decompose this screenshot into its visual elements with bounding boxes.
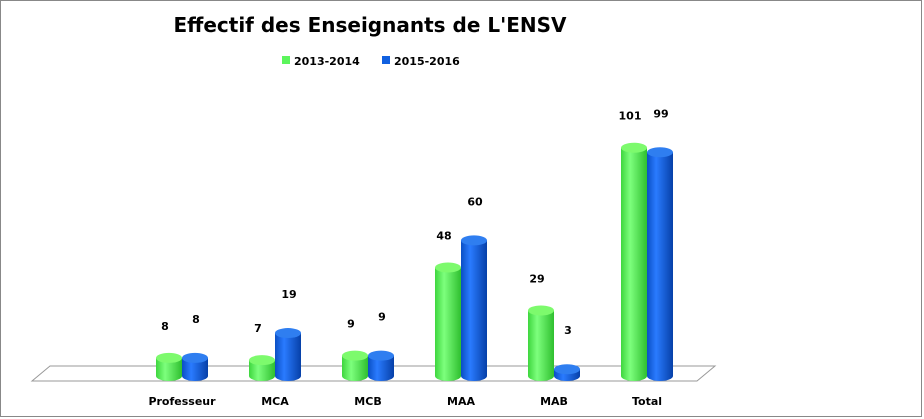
- bar-2015-2016-Total: [647, 147, 673, 381]
- x-tick-label: MCB: [354, 395, 381, 408]
- x-tick-label: MAA: [447, 395, 475, 408]
- data-label: 48: [436, 230, 451, 243]
- data-label: 29: [529, 272, 544, 285]
- bar-2013-2014-MAB: [528, 305, 554, 381]
- data-label: 3: [564, 324, 572, 337]
- legend: 2013-2014 2015-2016: [282, 55, 460, 68]
- data-label: 8: [192, 313, 200, 326]
- data-label: 8: [161, 320, 169, 333]
- legend-label-2015-2016: 2015-2016: [394, 55, 460, 68]
- legend-swatch-2015-2016: [382, 56, 390, 64]
- bar-2015-2016-MAB: [554, 364, 580, 381]
- data-label: 19: [281, 288, 296, 301]
- bar-2013-2014-MCA: [249, 355, 275, 381]
- data-label: 9: [378, 311, 386, 324]
- bar-2013-2014-Total: [621, 142, 647, 381]
- x-tick-label: Total: [632, 395, 662, 408]
- x-tick-label: Professeur: [148, 395, 216, 408]
- legend-label-2013-2014: 2013-2014: [294, 55, 360, 68]
- data-label: 101: [619, 110, 642, 123]
- bar-2015-2016-Professeur: [182, 352, 208, 381]
- data-label: 7: [254, 322, 262, 335]
- legend-swatch-2013-2014: [282, 56, 290, 64]
- data-label: 9: [347, 318, 355, 331]
- bar-2013-2014-MAA: [435, 262, 461, 381]
- bar-2015-2016-MCB: [368, 350, 394, 381]
- bar-2013-2014-Professeur: [156, 352, 182, 381]
- x-tick-label: MAB: [540, 395, 568, 408]
- chart-title: Effectif des Enseignants de L'ENSV: [173, 13, 567, 37]
- bar-2015-2016-MCA: [275, 328, 301, 381]
- data-label: 99: [653, 107, 668, 120]
- bar-2015-2016-MAA: [461, 235, 487, 381]
- bar-2013-2014-MCB: [342, 350, 368, 381]
- x-tick-label: MCA: [261, 395, 289, 408]
- data-label: 60: [467, 195, 483, 208]
